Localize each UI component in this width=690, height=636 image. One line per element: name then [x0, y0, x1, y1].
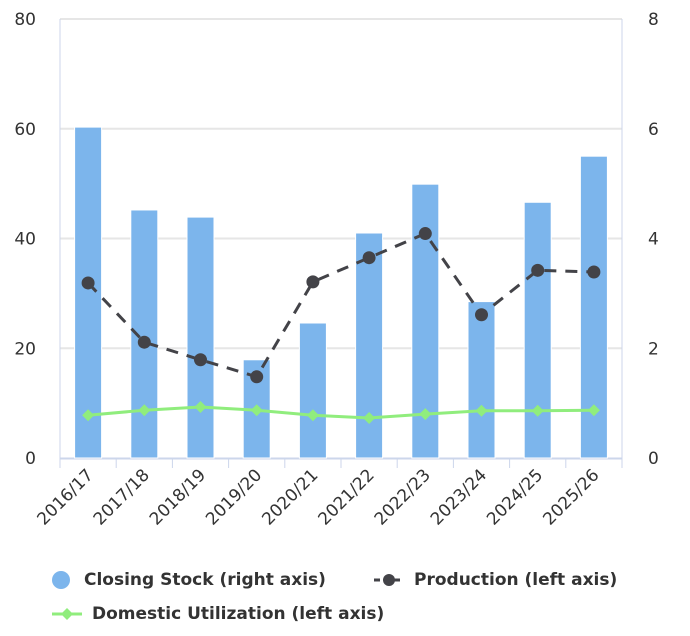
x-axis-tick-label: 2022/23	[371, 465, 435, 529]
bar-closing-stock	[74, 126, 103, 459]
left-axis-tick-label: 80	[14, 10, 36, 30]
circle-marker-icon	[52, 571, 70, 589]
point-production	[587, 265, 601, 279]
x-axis-tick-label: 2017/18	[90, 465, 154, 529]
point-production	[531, 263, 545, 277]
left-axis-tick-label: 0	[25, 449, 36, 469]
point-production	[475, 308, 488, 322]
line-production	[87, 232, 594, 379]
legend-label: Closing Stock (right axis)	[84, 570, 326, 590]
x-axis-tick-label: 2016/17	[34, 465, 98, 529]
dashed-line-marker-icon	[374, 574, 404, 586]
point-domestic-utilization	[419, 408, 432, 421]
point-production	[418, 227, 432, 241]
bar-closing-stock	[523, 201, 552, 459]
bar-closing-stock	[355, 232, 384, 459]
x-axis-tick-label: 2025/26	[539, 465, 603, 529]
legend-item-closing-stock[interactable]: Closing Stock (right axis)	[52, 570, 326, 590]
line-diamond-marker-icon	[52, 608, 82, 620]
point-production	[81, 276, 95, 290]
x-axis-tick-label: 2018/19	[146, 465, 210, 529]
x-axis-tick-label: 2019/20	[202, 465, 266, 529]
point-domestic-utilization	[363, 411, 376, 424]
x-axis-tick-label: 2023/24	[427, 465, 491, 529]
point-production	[362, 251, 376, 265]
point-domestic-utilization	[531, 404, 544, 417]
right-axis-tick-label: 2	[648, 339, 659, 359]
x-axis-tick-label: 2021/22	[315, 465, 379, 529]
point-domestic-utilization	[250, 404, 263, 417]
bar-closing-stock	[298, 322, 327, 459]
point-production	[250, 370, 264, 384]
line-domestic-utilization	[87, 405, 594, 420]
legend-item-domestic-utilization[interactable]: Domestic Utilization (left axis)	[52, 604, 384, 624]
legend-label: Production (left axis)	[414, 570, 618, 590]
point-domestic-utilization	[138, 404, 151, 417]
left-axis-tick-label: 20	[14, 339, 36, 359]
x-axis-tick-label: 2020/21	[258, 465, 322, 529]
legend-label: Domestic Utilization (left axis)	[92, 604, 385, 624]
combo-chart: 0 20 40 60 80 0 2 4 6 8 2016/172017/182018/192019/…	[14, 10, 659, 529]
bar-closing-stock	[130, 209, 159, 459]
point-domestic-utilization	[306, 409, 319, 422]
point-domestic-utilization	[194, 400, 207, 413]
right-axis-tick-label: 0	[648, 449, 659, 469]
point-domestic-utilization	[475, 404, 488, 417]
point-production	[306, 275, 320, 289]
left-axis-tick-label: 60	[14, 120, 36, 140]
right-axis-tick-label: 6	[648, 120, 659, 140]
point-production	[194, 353, 207, 367]
bar-closing-stock	[467, 301, 496, 459]
point-production	[137, 335, 151, 349]
legend-item-production[interactable]: Production (left axis)	[374, 570, 617, 590]
right-axis-tick-label: 8	[648, 10, 659, 30]
point-domestic-utilization	[82, 409, 95, 422]
x-axis-tick-label: 2024/25	[483, 465, 547, 529]
left-axis-tick-label: 40	[14, 230, 36, 250]
bar-closing-stock	[186, 216, 215, 459]
right-axis-tick-label: 4	[648, 230, 659, 250]
point-domestic-utilization	[587, 404, 600, 417]
